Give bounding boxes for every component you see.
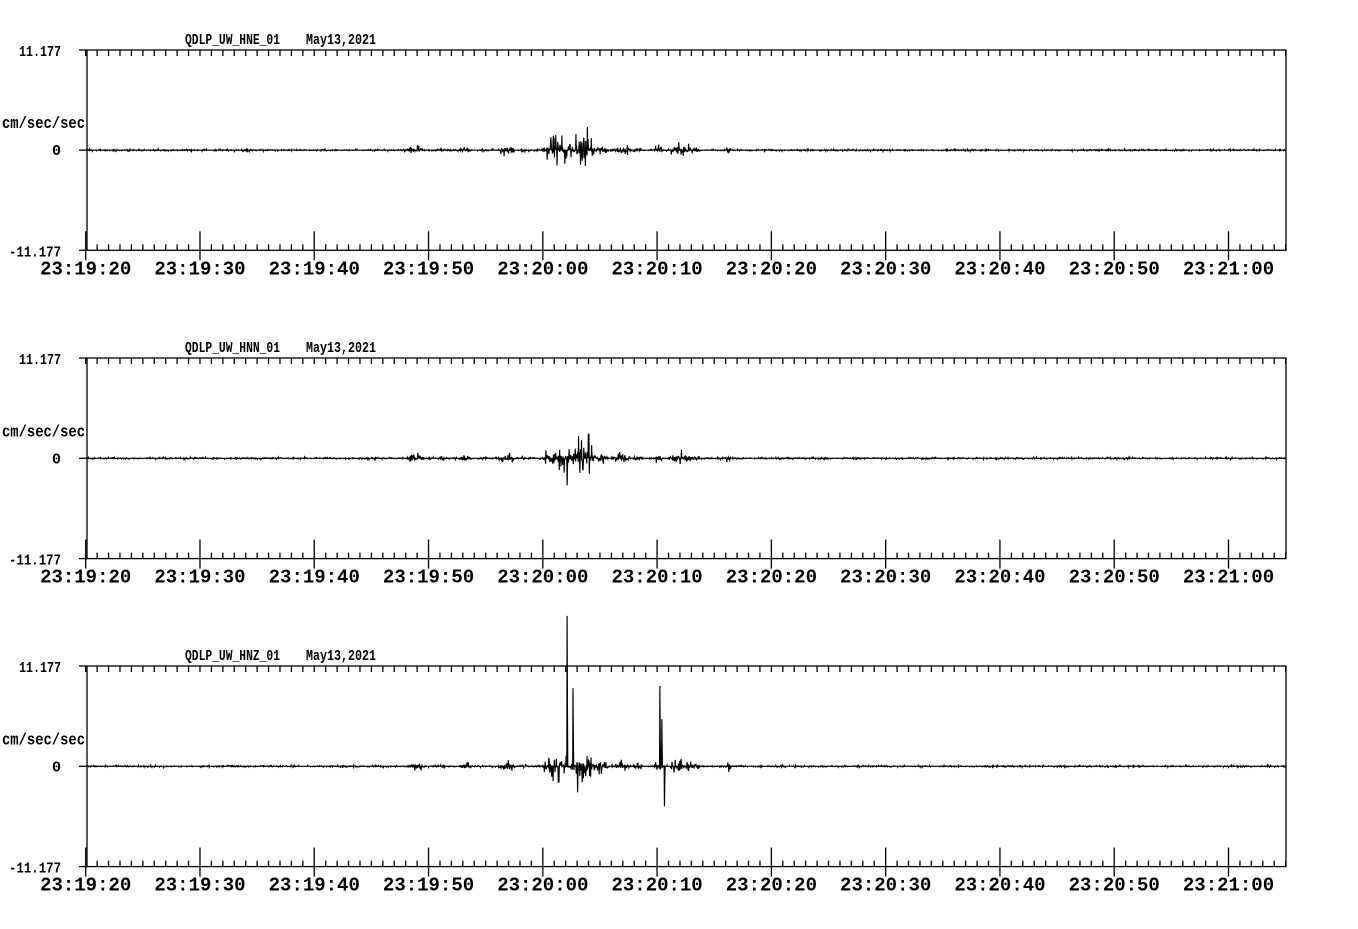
svg-text:23:19:50: 23:19:50 xyxy=(383,258,474,280)
svg-text:23:20:10: 23:20:10 xyxy=(611,875,702,897)
svg-text:23:20:20: 23:20:20 xyxy=(726,875,817,897)
svg-text:0: 0 xyxy=(52,759,61,776)
svg-text:-11.177: -11.177 xyxy=(9,861,61,878)
svg-text:23:20:10: 23:20:10 xyxy=(611,258,702,280)
svg-text:0: 0 xyxy=(52,143,61,160)
svg-text:May13,2021: May13,2021 xyxy=(306,32,376,49)
svg-text:cm/sec/sec: cm/sec/sec xyxy=(2,731,85,750)
svg-text:23:20:20: 23:20:20 xyxy=(726,567,817,589)
svg-text:11.177: 11.177 xyxy=(19,660,61,677)
svg-text:11.177: 11.177 xyxy=(19,352,61,369)
svg-text:23:20:40: 23:20:40 xyxy=(954,875,1045,897)
svg-text:May13,2021: May13,2021 xyxy=(306,648,376,665)
svg-text:23:20:40: 23:20:40 xyxy=(954,258,1045,280)
svg-text:May13,2021: May13,2021 xyxy=(306,340,376,357)
svg-text:23:19:40: 23:19:40 xyxy=(269,567,360,589)
svg-text:23:20:30: 23:20:30 xyxy=(840,258,931,280)
svg-text:-11.177: -11.177 xyxy=(9,244,61,261)
svg-text:23:20:30: 23:20:30 xyxy=(840,567,931,589)
svg-text:cm/sec/sec: cm/sec/sec xyxy=(2,423,85,442)
svg-text:23:19:40: 23:19:40 xyxy=(269,258,360,280)
svg-text:23:20:10: 23:20:10 xyxy=(611,567,702,589)
svg-text:23:19:50: 23:19:50 xyxy=(383,875,474,897)
svg-text:23:20:20: 23:20:20 xyxy=(726,258,817,280)
svg-text:23:20:30: 23:20:30 xyxy=(840,875,931,897)
svg-text:0: 0 xyxy=(52,451,61,468)
svg-text:23:19:40: 23:19:40 xyxy=(269,875,360,897)
svg-text:23:19:30: 23:19:30 xyxy=(154,258,245,280)
svg-text:cm/sec/sec: cm/sec/sec xyxy=(2,115,85,134)
svg-text:23:19:20: 23:19:20 xyxy=(40,258,131,280)
svg-text:QDLP_UW_HNE_01: QDLP_UW_HNE_01 xyxy=(185,32,280,49)
svg-text:23:20:50: 23:20:50 xyxy=(1069,258,1160,280)
svg-text:23:19:30: 23:19:30 xyxy=(154,875,245,897)
svg-text:23:20:00: 23:20:00 xyxy=(497,567,588,589)
svg-text:23:19:20: 23:19:20 xyxy=(40,875,131,897)
svg-text:23:21:00: 23:21:00 xyxy=(1183,258,1274,280)
svg-text:23:20:50: 23:20:50 xyxy=(1069,875,1160,897)
svg-text:23:21:00: 23:21:00 xyxy=(1183,875,1274,897)
svg-text:23:19:50: 23:19:50 xyxy=(383,567,474,589)
svg-text:23:20:00: 23:20:00 xyxy=(497,258,588,280)
svg-text:-11.177: -11.177 xyxy=(9,553,61,570)
svg-text:23:19:30: 23:19:30 xyxy=(154,567,245,589)
svg-text:23:21:00: 23:21:00 xyxy=(1183,567,1274,589)
svg-text:QDLP_UW_HNZ_01: QDLP_UW_HNZ_01 xyxy=(185,648,280,665)
svg-text:11.177: 11.177 xyxy=(19,44,61,61)
svg-text:23:20:50: 23:20:50 xyxy=(1069,567,1160,589)
svg-text:23:19:20: 23:19:20 xyxy=(40,567,131,589)
svg-text:23:20:00: 23:20:00 xyxy=(497,875,588,897)
svg-text:23:20:40: 23:20:40 xyxy=(954,567,1045,589)
svg-text:QDLP_UW_HNN_01: QDLP_UW_HNN_01 xyxy=(185,340,280,357)
